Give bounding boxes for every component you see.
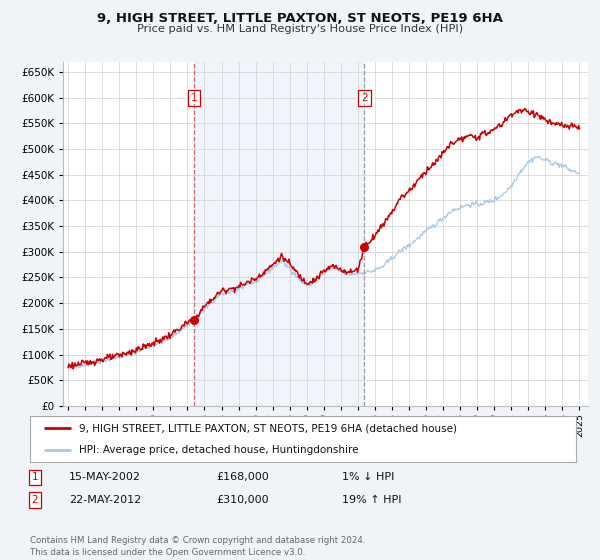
Text: HPI: Average price, detached house, Huntingdonshire: HPI: Average price, detached house, Hunt…: [79, 445, 359, 455]
Text: £168,000: £168,000: [216, 472, 269, 482]
Text: 19% ↑ HPI: 19% ↑ HPI: [342, 495, 401, 505]
Text: 22-MAY-2012: 22-MAY-2012: [69, 495, 141, 505]
Text: 1% ↓ HPI: 1% ↓ HPI: [342, 472, 394, 482]
Text: £310,000: £310,000: [216, 495, 269, 505]
Text: 2: 2: [31, 495, 38, 505]
Text: 9, HIGH STREET, LITTLE PAXTON, ST NEOTS, PE19 6HA (detached house): 9, HIGH STREET, LITTLE PAXTON, ST NEOTS,…: [79, 423, 457, 433]
Text: 2: 2: [361, 93, 368, 103]
Text: 1: 1: [190, 93, 197, 103]
Text: Contains HM Land Registry data © Crown copyright and database right 2024.
This d: Contains HM Land Registry data © Crown c…: [30, 536, 365, 557]
Text: Price paid vs. HM Land Registry's House Price Index (HPI): Price paid vs. HM Land Registry's House …: [137, 24, 463, 34]
Text: 15-MAY-2002: 15-MAY-2002: [69, 472, 141, 482]
Text: 9, HIGH STREET, LITTLE PAXTON, ST NEOTS, PE19 6HA: 9, HIGH STREET, LITTLE PAXTON, ST NEOTS,…: [97, 12, 503, 25]
Bar: [194, 62, 364, 406]
Text: 1: 1: [31, 472, 38, 482]
